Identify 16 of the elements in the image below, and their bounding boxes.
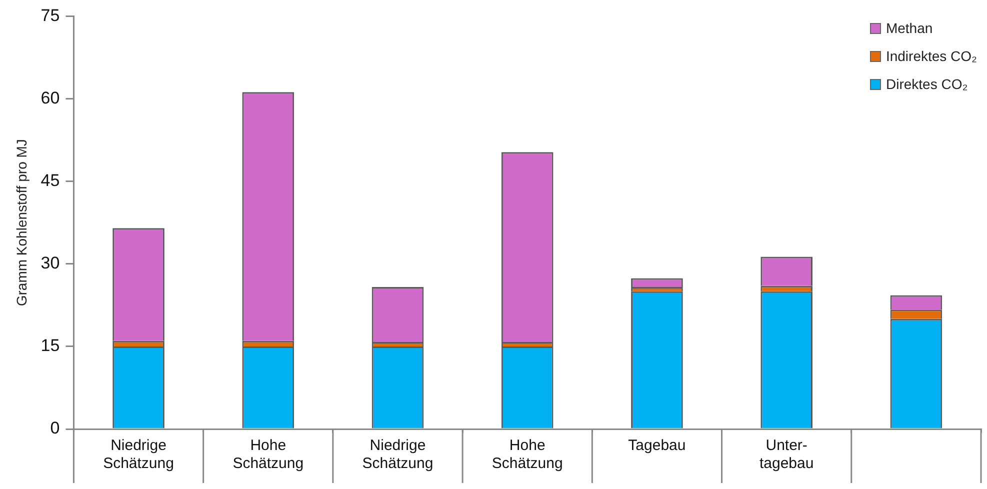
y-tick-label: 75 — [40, 6, 60, 25]
legend-label: Direktes CO₂ — [886, 76, 968, 92]
x-tick-label: Hohe Schätzung — [232, 437, 304, 472]
legend-label: Methan — [886, 20, 933, 36]
x-tick-label: Unter-tagebau — [759, 437, 814, 472]
x-tick-label: Tagebau — [628, 437, 686, 454]
legend-label: Indirektes CO₂ — [886, 48, 977, 64]
y-axis-title: Gramm Kohlenstoff pro MJ — [13, 139, 30, 306]
x-tick-label: Niedrige Schätzung — [362, 437, 434, 472]
y-tick-label: 45 — [40, 171, 60, 190]
y-tick-label: 0 — [50, 418, 60, 438]
y-tick-label: 30 — [40, 254, 60, 273]
x-tick-label: Hohe Schätzung — [492, 437, 563, 472]
x-tick-label: Niedrige Schätzung — [103, 437, 174, 472]
y-tick-label: 15 — [40, 336, 60, 356]
y-tick-label: 60 — [40, 88, 60, 108]
